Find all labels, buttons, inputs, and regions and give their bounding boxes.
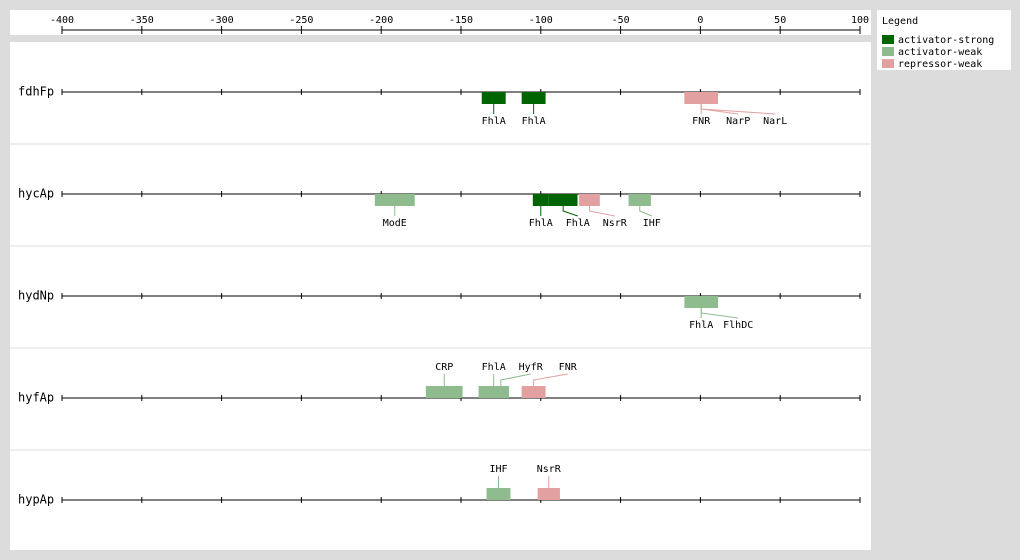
x-tick-label: -400 — [50, 15, 74, 26]
x-tick-label: -150 — [449, 15, 473, 26]
site-label: NsrR — [603, 218, 628, 229]
site-label: FhlA — [482, 362, 506, 373]
x-tick-label: -50 — [612, 15, 630, 26]
legend-swatch — [882, 35, 894, 44]
site-label: NsrR — [537, 464, 562, 475]
site-box — [684, 296, 718, 308]
leader-line — [588, 206, 615, 217]
site-label: IHF — [643, 218, 661, 229]
site-label: FNR — [559, 362, 578, 373]
site-label: NarL — [763, 116, 787, 127]
leader-line — [700, 308, 739, 319]
promoter-name: hydNp — [18, 289, 54, 303]
legend-swatch — [882, 47, 894, 56]
site-box — [532, 194, 549, 206]
leader-line — [500, 373, 531, 386]
site-box — [521, 92, 546, 104]
site-label: FhlA — [522, 116, 546, 127]
site-box — [374, 194, 415, 206]
site-box — [684, 92, 718, 104]
leader-line — [533, 373, 568, 386]
promoter-name: hyfAp — [18, 391, 54, 405]
promoter-name: hypAp — [18, 493, 54, 507]
x-tick-label: 50 — [774, 15, 786, 26]
site-label: FhlA — [689, 320, 713, 331]
x-tick-label: 0 — [697, 15, 703, 26]
leader-line — [562, 206, 578, 217]
site-label: ModE — [383, 218, 407, 229]
leader-line — [700, 104, 776, 115]
site-box — [521, 386, 546, 398]
site-box — [481, 92, 506, 104]
x-tick-label: -250 — [289, 15, 313, 26]
site-box — [579, 194, 600, 206]
legend-box — [877, 10, 1011, 70]
promoter-name: fdhFp — [18, 85, 54, 99]
site-label: HyfR — [519, 362, 544, 373]
site-box — [628, 194, 651, 206]
site-label: CRP — [435, 362, 453, 373]
site-label: FlhDC — [723, 320, 753, 331]
leader-line — [639, 206, 652, 217]
site-label: NarP — [726, 116, 750, 127]
site-box — [425, 386, 463, 398]
site-label: FNR — [692, 116, 711, 127]
promoter-name: hycAp — [18, 187, 54, 201]
legend-label: activator-strong — [898, 35, 994, 46]
site-label: FhlA — [529, 218, 553, 229]
site-label: FhlA — [566, 218, 590, 229]
x-tick-label: -350 — [130, 15, 154, 26]
x-tick-label: 100 — [851, 15, 869, 26]
site-label: FhlA — [482, 116, 506, 127]
x-tick-label: -100 — [529, 15, 553, 26]
site-box — [548, 194, 578, 206]
site-box — [486, 488, 511, 500]
site-box — [492, 386, 509, 398]
site-box — [537, 488, 560, 500]
legend-title: Legend — [882, 16, 918, 27]
axis-panel — [10, 10, 871, 35]
legend-swatch — [882, 59, 894, 68]
legend-label: activator-weak — [898, 47, 982, 58]
x-tick-label: -200 — [369, 15, 393, 26]
legend-label: repressor-weak — [898, 59, 982, 70]
site-label: IHF — [489, 464, 507, 475]
x-tick-label: -300 — [210, 15, 234, 26]
